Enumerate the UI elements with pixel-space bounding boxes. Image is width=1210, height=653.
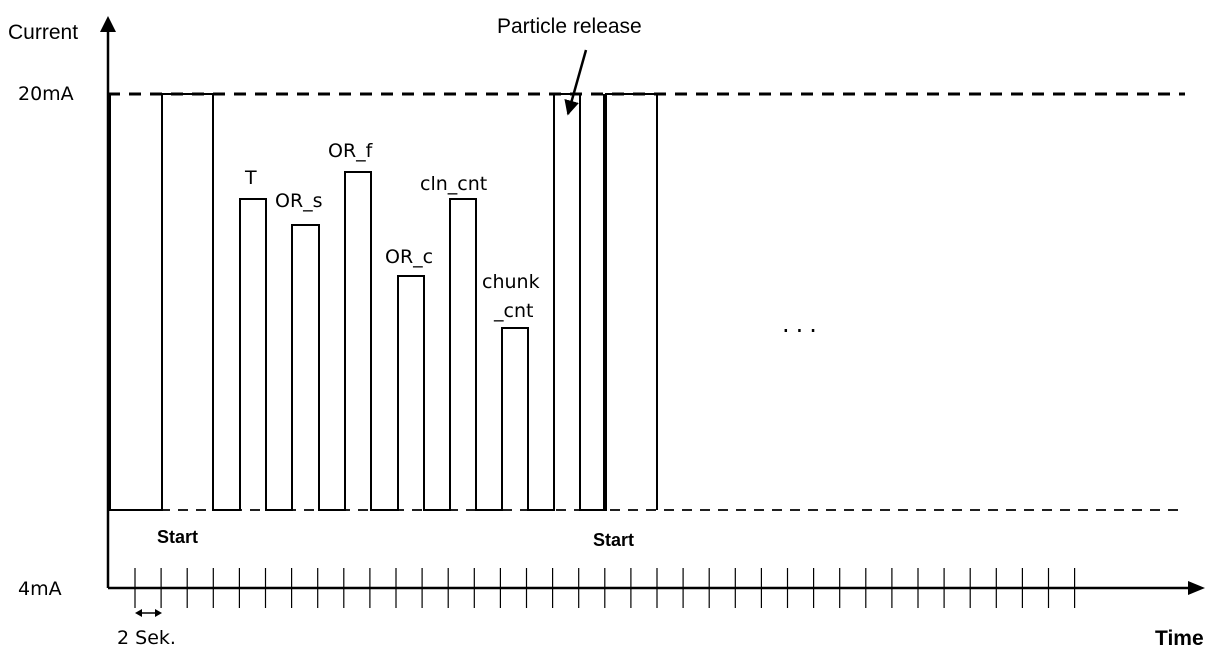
y-bottom-label: 4mA	[18, 578, 62, 600]
x-axis-arrow-icon	[1188, 581, 1205, 595]
pulse-label-or-f: OR_f	[328, 140, 374, 162]
pulse-label-chunk: chunk	[482, 271, 540, 293]
pulse-label-cln-cnt: cln_cnt	[420, 173, 487, 195]
y-axis-label: Current	[8, 21, 78, 44]
x-axis-label: Time	[1155, 627, 1204, 650]
time-ticks	[134, 568, 1076, 608]
particle-release-arrow	[564, 49, 588, 116]
start-label-first: Start	[157, 527, 198, 547]
signal-waveform	[108, 93, 658, 511]
pulse-label-or-s: OR_s	[275, 190, 323, 212]
continuation-ellipsis: ...	[782, 310, 823, 338]
interval-label: 2 Sek.	[117, 627, 176, 649]
interval-arrow-left-icon	[135, 609, 142, 617]
y-top-label: 20mA	[18, 83, 74, 105]
interval-arrow-right-icon	[155, 609, 162, 617]
pulse-label-chunk-cnt: _cnt	[493, 300, 533, 322]
pulse-label-t: T	[244, 167, 257, 189]
pulse-label-or-c: OR_c	[385, 246, 433, 268]
y-axis-arrow-icon	[100, 16, 116, 32]
start-label-second: Start	[593, 530, 634, 550]
particle-release-label: Particle release	[497, 15, 642, 38]
